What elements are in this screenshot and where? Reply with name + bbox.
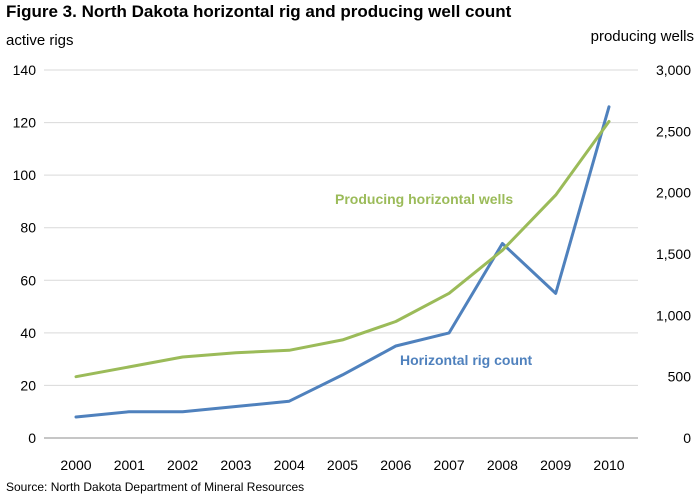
left-tick-label: 120	[13, 115, 37, 131]
left-tick-label: 80	[20, 220, 36, 236]
right-tick-label: 1,000	[656, 307, 691, 323]
left-tick-label: 60	[20, 272, 36, 288]
left-axis-ticks: 0 20 40 60 80 100 120 140	[13, 62, 37, 446]
left-tick-label: 40	[20, 325, 36, 341]
x-tick-label: 2002	[167, 457, 198, 473]
right-axis-ticks: 0 500 1,000 1,500 2,000 2,500 3,000	[656, 62, 691, 446]
producing-wells-line	[74, 120, 611, 379]
x-tick-label: 2001	[114, 457, 145, 473]
x-axis-ticks: 2000 2001 2002 2003 2004 2005 2006 2007 2008 2009…	[60, 457, 624, 473]
right-tick-label: 1,500	[656, 246, 691, 262]
left-axis-title: active rigs	[6, 32, 74, 49]
right-tick-label: 0	[683, 430, 691, 446]
left-tick-label: 0	[28, 430, 36, 446]
gridlines	[44, 69, 638, 386]
left-tick-label: 140	[13, 62, 37, 78]
left-tick-label: 20	[20, 377, 36, 393]
right-tick-label: 2,000	[656, 185, 691, 201]
x-tick-label: 2007	[434, 457, 465, 473]
right-tick-label: 500	[668, 369, 692, 385]
x-tick-label: 2006	[380, 457, 411, 473]
rig-count-line	[74, 105, 611, 419]
rig-count-annotation: Horizontal rig count	[400, 352, 533, 368]
x-tick-label: 2005	[327, 457, 358, 473]
x-tick-label: 2003	[220, 457, 251, 473]
right-tick-label: 3,000	[656, 62, 691, 78]
series-annotations: Horizontal rig count Producing horizontal…	[335, 191, 533, 368]
x-tick-label: 2009	[540, 457, 571, 473]
chart-title: Figure 3. North Dakota horizontal rig an…	[6, 2, 512, 21]
x-tick-label: 2010	[593, 457, 624, 473]
x-tick-label: 2008	[487, 457, 518, 473]
series-lines	[74, 105, 611, 419]
left-tick-label: 100	[13, 167, 37, 183]
x-tick-label: 2004	[274, 457, 305, 473]
right-tick-label: 2,500	[656, 123, 691, 139]
source-note: Source: North Dakota Department of Miner…	[6, 480, 305, 494]
x-tick-label: 2000	[60, 457, 91, 473]
right-axis-title: producing wells	[590, 28, 694, 45]
producing-wells-annotation: Producing horizontal wells	[335, 191, 513, 207]
